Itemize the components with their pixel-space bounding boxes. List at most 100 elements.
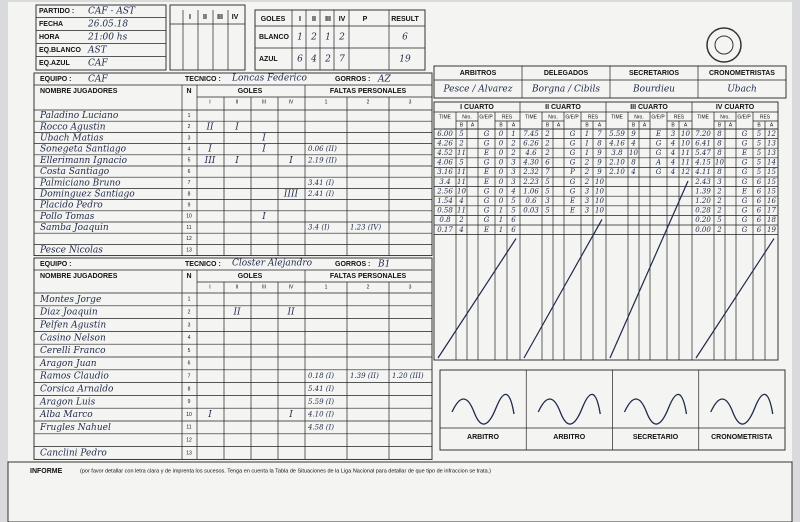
score-entry: 18: [767, 216, 776, 224]
goal-marks: I: [288, 410, 293, 420]
player-name: Aragon Juan: [39, 359, 97, 369]
score-entry: E: [655, 130, 661, 138]
score-entry: 5: [459, 130, 464, 138]
player-name: Placido Pedro: [39, 201, 103, 211]
score-entry: 4: [670, 168, 675, 176]
score-entry: 5: [459, 159, 464, 167]
caps-label: GORROS :: [335, 261, 370, 268]
field-value: 26.05.18: [87, 20, 128, 30]
score-entry: 4.26: [436, 139, 453, 147]
number-header: N: [186, 88, 191, 95]
quarter-label: III: [217, 14, 223, 21]
score-entry: 5: [545, 178, 550, 186]
score-entry: E: [569, 207, 575, 215]
player-number: 7: [188, 180, 191, 186]
col-number: Nro.: [548, 114, 557, 120]
number-header: N: [186, 273, 191, 280]
report-frame: [7, 461, 793, 522]
score-entry: E: [483, 149, 489, 157]
score-entry: E: [741, 187, 747, 195]
player-number: 11: [186, 425, 191, 431]
col-number: Nro.: [634, 114, 643, 120]
goals-column: II: [312, 16, 316, 23]
score-entry: 2: [584, 168, 590, 176]
goal-marks: I: [288, 156, 293, 166]
score-entry: 8: [717, 130, 722, 138]
coach-name: Loncas Federico: [231, 74, 307, 84]
score-entry: 2: [584, 159, 590, 167]
player-name: Diaz Joaquin: [39, 308, 98, 318]
player-name: Aragon Luis: [39, 397, 96, 407]
score-entry: 13: [767, 139, 776, 147]
score-entry: G: [484, 159, 490, 167]
goals-column: III: [325, 16, 331, 23]
score-entry: 0.58: [437, 207, 453, 215]
player-name: Dominguez Santiago: [39, 190, 135, 200]
fouls-header: FALTAS PERSONALES: [330, 273, 407, 280]
goal-marks: I: [261, 134, 266, 144]
score-entry: 6: [757, 197, 762, 205]
col-gep: G/E/P: [651, 114, 665, 120]
player-number: 7: [188, 374, 191, 380]
foul-time: 1.23 (IV): [350, 224, 381, 232]
sub-label: B: [632, 122, 636, 128]
goals-header: GOLES: [238, 273, 263, 280]
sub-label: A: [598, 122, 602, 128]
quarter-title: II CUARTO: [545, 104, 581, 111]
goal-marks: III: [204, 156, 216, 166]
score-entry: G: [742, 168, 748, 176]
caps-value: AZ: [377, 75, 391, 85]
score-entry: 3.16: [437, 168, 453, 176]
score-entry: 5: [757, 159, 762, 167]
score-entry: 4.30: [522, 159, 539, 167]
score-entry: 4: [510, 187, 515, 195]
col-gep: G/E/P: [737, 114, 751, 120]
quarter-label: I: [189, 14, 191, 21]
score-entry: 0: [499, 130, 504, 138]
player-name: Alba Marco: [39, 410, 93, 420]
foul-time: 5.41 (I): [308, 385, 334, 393]
goal-quarter: II: [236, 99, 239, 105]
score-entry: 6.41: [695, 139, 711, 147]
player-number: 1: [188, 113, 191, 119]
official-name: Borgna / Cibils: [531, 85, 600, 95]
cancel-stroke: [437, 238, 517, 359]
score-entry: 1.06: [523, 187, 539, 195]
goal-marks: IIII: [283, 190, 299, 200]
score-entry: 2.23: [522, 178, 539, 186]
goal-quarter: III: [262, 284, 266, 290]
score-entry: 10: [681, 130, 690, 138]
fouls-header: FALTAS PERSONALES: [330, 88, 407, 95]
score-entry: 16: [767, 197, 776, 205]
coach-label: TECNICO :: [185, 261, 221, 268]
foul-col: 3: [409, 99, 412, 105]
foul-col: 2: [367, 99, 370, 105]
score-entry: 2: [716, 187, 722, 195]
score-entry: 11: [457, 178, 466, 186]
score-entry: 10: [595, 207, 604, 215]
score-entry: 2: [544, 139, 550, 147]
player-name: Pollo Tomas: [39, 212, 95, 222]
score-entry: 4: [670, 149, 675, 157]
score-entry: 10: [629, 149, 638, 157]
sub-label: A: [643, 122, 647, 128]
score-entry: 6.00: [437, 130, 453, 138]
match-box: [35, 4, 167, 71]
score-entry: 4.6: [524, 149, 537, 157]
score-entry: 5: [717, 216, 722, 224]
signature-label: ARBITRO: [467, 434, 499, 441]
score-entry: 1: [585, 149, 589, 157]
col-gep: G/E/P: [479, 114, 493, 120]
goals-column: P: [363, 16, 368, 23]
score-entry: E: [569, 197, 575, 205]
player-name: Ubach Matias: [40, 134, 104, 144]
score-entry: 5: [757, 139, 762, 147]
goal-marks: I: [207, 145, 212, 155]
field-label: PARTIDO :: [39, 8, 74, 15]
goals-value: 1: [297, 33, 303, 43]
sub-label: A: [471, 122, 475, 128]
player-number: 3: [188, 322, 191, 328]
score-entry: 11: [457, 149, 466, 157]
score-entry: G: [742, 197, 748, 205]
score-entry: 4.16: [608, 139, 625, 147]
